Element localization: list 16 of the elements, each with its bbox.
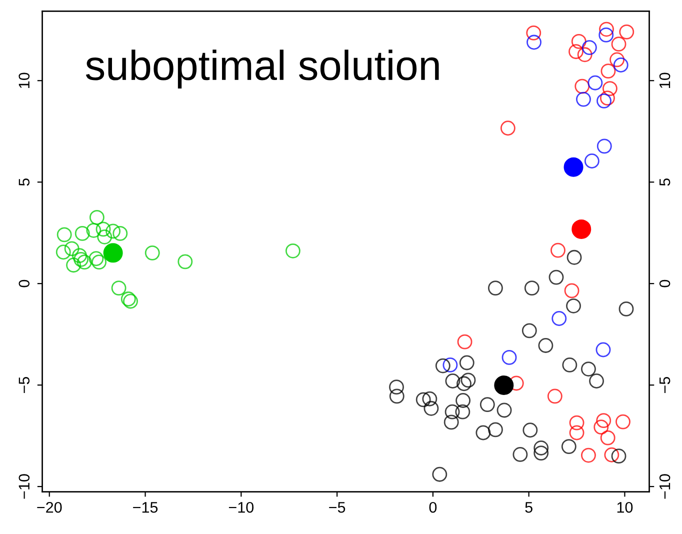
y-tick-label: 10 <box>18 72 30 88</box>
annotation: suboptimal solution <box>86 50 439 89</box>
x-tick-label: −5 <box>329 502 346 513</box>
x-tick-label: −10 <box>228 502 254 513</box>
y2-tick-label: 10 <box>659 72 670 88</box>
y-tick-label: 0 <box>18 280 30 288</box>
y-tick-label: 5 <box>18 178 30 186</box>
x-tick-label: 10 <box>617 502 633 513</box>
y2-tick-label: 0 <box>659 280 670 288</box>
x-tick-label: −20 <box>37 502 62 513</box>
y-tick-label: −5 <box>18 376 30 394</box>
y2-tick-label: −5 <box>660 376 670 394</box>
x-tick-label: −15 <box>133 502 158 513</box>
x-tick-label: 5 <box>525 502 532 513</box>
x-tick-label: 0 <box>429 502 437 513</box>
y2-tick-label: 5 <box>660 178 670 186</box>
